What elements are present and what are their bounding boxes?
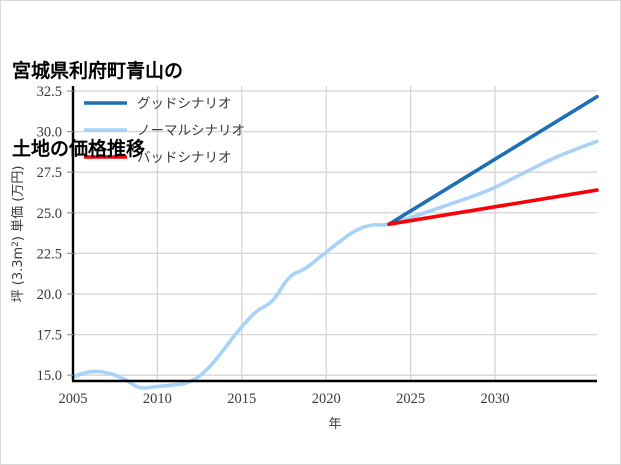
chart-title-line-2: 土地の価格推移	[12, 138, 146, 160]
x-tick-label: 2030	[481, 391, 510, 407]
legend-label-bad: バッドシナリオ	[137, 150, 232, 166]
chart-title-line-1: 宮城県利府町青山の	[12, 60, 184, 82]
line-good-scenario	[387, 94, 599, 226]
legend-label-good: グッドシナリオ	[137, 96, 232, 112]
y-tick-label: 22.5	[37, 246, 62, 262]
x-tick-label: 2005	[59, 391, 88, 407]
y-tick-label: 17.5	[37, 328, 62, 344]
y-tick-label: 25.0	[37, 206, 62, 222]
y-tick-marks	[67, 90, 73, 376]
chart-title: 宮城県利府町青山の 土地の価格推移	[12, 6, 183, 214]
plot-background	[73, 86, 597, 381]
y-tick-label: 15.0	[37, 368, 62, 384]
y-axis-label-part2: ) 単価 (万円)	[10, 166, 26, 241]
y-tick-label: 30.0	[37, 125, 62, 141]
x-tick-label: 2020	[312, 391, 341, 407]
svg-text:坪 (3.3m2) 単価 (万円): 坪 (3.3m2) 単価 (万円)	[10, 166, 26, 303]
legend-label-normal: ノーマルシナリオ	[137, 123, 245, 139]
x-axis-label: 年	[328, 417, 341, 432]
chart-legend: グッドシナリオ ノーマルシナリオ バッドシナリオ	[84, 96, 245, 166]
y-axis-label: 坪 (3.3m2) 単価 (万円)	[10, 166, 26, 303]
axis-spines	[71, 86, 597, 383]
y-tick-label: 27.5	[37, 165, 62, 181]
y-tick-labels: 32.5 30.0 27.5 25.0 22.5 20.0 17.5 15.0	[37, 84, 62, 384]
x-tick-label: 2015	[227, 391, 256, 407]
data-lines	[71, 94, 599, 390]
line-normal-scenario	[71, 139, 599, 390]
x-tick-label: 2010	[143, 391, 172, 407]
x-tick-labels: 2005 2010 2015 2020 2025 2030	[59, 391, 510, 407]
y-tick-label: 20.0	[37, 287, 62, 303]
y-gridlines	[73, 90, 597, 376]
line-bad-scenario	[387, 188, 599, 226]
y-axis-label-part1: 坪 (3.3m	[11, 247, 26, 303]
x-tick-label: 2025	[396, 391, 425, 407]
y-tick-label: 32.5	[37, 84, 62, 100]
y-axis-label-superscript: 2	[11, 241, 21, 247]
